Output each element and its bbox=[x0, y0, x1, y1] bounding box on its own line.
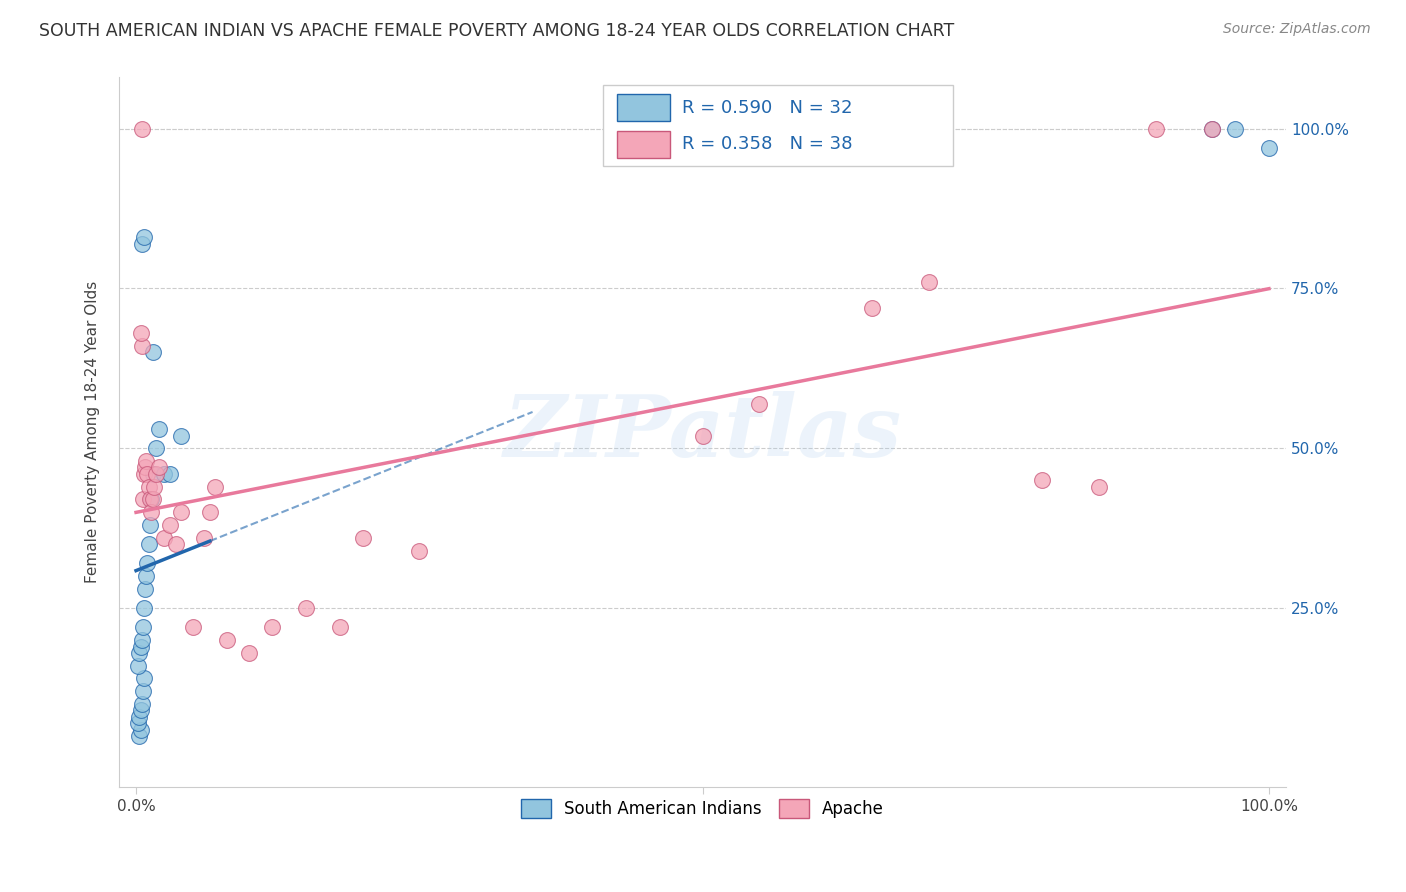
Point bbox=[1201, 121, 1223, 136]
Point bbox=[148, 422, 170, 436]
Point bbox=[748, 396, 770, 410]
Point bbox=[134, 460, 156, 475]
Point bbox=[132, 672, 155, 686]
Point bbox=[131, 697, 153, 711]
Point bbox=[127, 658, 149, 673]
Text: Source: ZipAtlas.com: Source: ZipAtlas.com bbox=[1223, 22, 1371, 37]
Point bbox=[148, 460, 170, 475]
Text: R = 0.590   N = 32: R = 0.590 N = 32 bbox=[682, 99, 852, 117]
Point bbox=[153, 531, 176, 545]
Point bbox=[1201, 121, 1223, 136]
Point bbox=[128, 646, 150, 660]
Point bbox=[204, 480, 226, 494]
Point bbox=[408, 543, 430, 558]
Point bbox=[295, 601, 318, 615]
Point bbox=[131, 121, 153, 136]
Point bbox=[131, 236, 153, 251]
Point bbox=[129, 326, 152, 341]
Point bbox=[1031, 473, 1053, 487]
Point bbox=[131, 339, 153, 353]
Point bbox=[181, 620, 204, 634]
Point bbox=[692, 428, 714, 442]
Point bbox=[131, 633, 153, 648]
Point bbox=[135, 569, 157, 583]
Point bbox=[129, 703, 152, 717]
Point bbox=[918, 275, 941, 289]
Point bbox=[159, 467, 181, 481]
Point bbox=[193, 531, 215, 545]
Point bbox=[136, 557, 159, 571]
Point bbox=[129, 723, 152, 737]
Point bbox=[128, 710, 150, 724]
Point bbox=[135, 454, 157, 468]
Point bbox=[862, 301, 884, 315]
Point bbox=[142, 345, 165, 359]
Point bbox=[238, 646, 260, 660]
Point bbox=[128, 729, 150, 743]
Point bbox=[132, 492, 155, 507]
Point bbox=[142, 492, 165, 507]
Point bbox=[138, 492, 160, 507]
Point bbox=[1144, 121, 1167, 136]
Point bbox=[127, 716, 149, 731]
Point bbox=[138, 537, 160, 551]
Point bbox=[132, 620, 155, 634]
Point bbox=[153, 467, 176, 481]
Legend: South American Indians, Apache: South American Indians, Apache bbox=[515, 792, 890, 825]
Point bbox=[1258, 141, 1281, 155]
Point bbox=[329, 620, 352, 634]
Text: ZIPatlas: ZIPatlas bbox=[503, 391, 901, 474]
Point bbox=[1088, 480, 1111, 494]
Point bbox=[170, 428, 193, 442]
Point bbox=[139, 505, 162, 519]
Point bbox=[136, 467, 159, 481]
Point bbox=[165, 537, 187, 551]
Point bbox=[215, 633, 238, 648]
FancyBboxPatch shape bbox=[603, 85, 953, 166]
Point bbox=[138, 518, 160, 533]
Point bbox=[134, 582, 156, 596]
Point bbox=[198, 505, 221, 519]
FancyBboxPatch shape bbox=[617, 130, 669, 158]
Point bbox=[132, 684, 155, 698]
Point bbox=[129, 640, 152, 654]
Point bbox=[132, 467, 155, 481]
Point bbox=[260, 620, 283, 634]
Point bbox=[132, 230, 155, 244]
Point bbox=[138, 480, 160, 494]
Y-axis label: Female Poverty Among 18-24 Year Olds: Female Poverty Among 18-24 Year Olds bbox=[86, 281, 100, 583]
Point bbox=[145, 442, 167, 456]
Point bbox=[159, 518, 181, 533]
Point bbox=[132, 601, 155, 615]
Point bbox=[142, 467, 165, 481]
Point bbox=[352, 531, 374, 545]
Point bbox=[145, 467, 167, 481]
Text: SOUTH AMERICAN INDIAN VS APACHE FEMALE POVERTY AMONG 18-24 YEAR OLDS CORRELATION: SOUTH AMERICAN INDIAN VS APACHE FEMALE P… bbox=[39, 22, 955, 40]
Text: R = 0.358   N = 38: R = 0.358 N = 38 bbox=[682, 136, 852, 153]
Point bbox=[170, 505, 193, 519]
Point bbox=[1223, 121, 1246, 136]
Point bbox=[143, 480, 166, 494]
Point bbox=[139, 492, 162, 507]
FancyBboxPatch shape bbox=[617, 95, 669, 121]
